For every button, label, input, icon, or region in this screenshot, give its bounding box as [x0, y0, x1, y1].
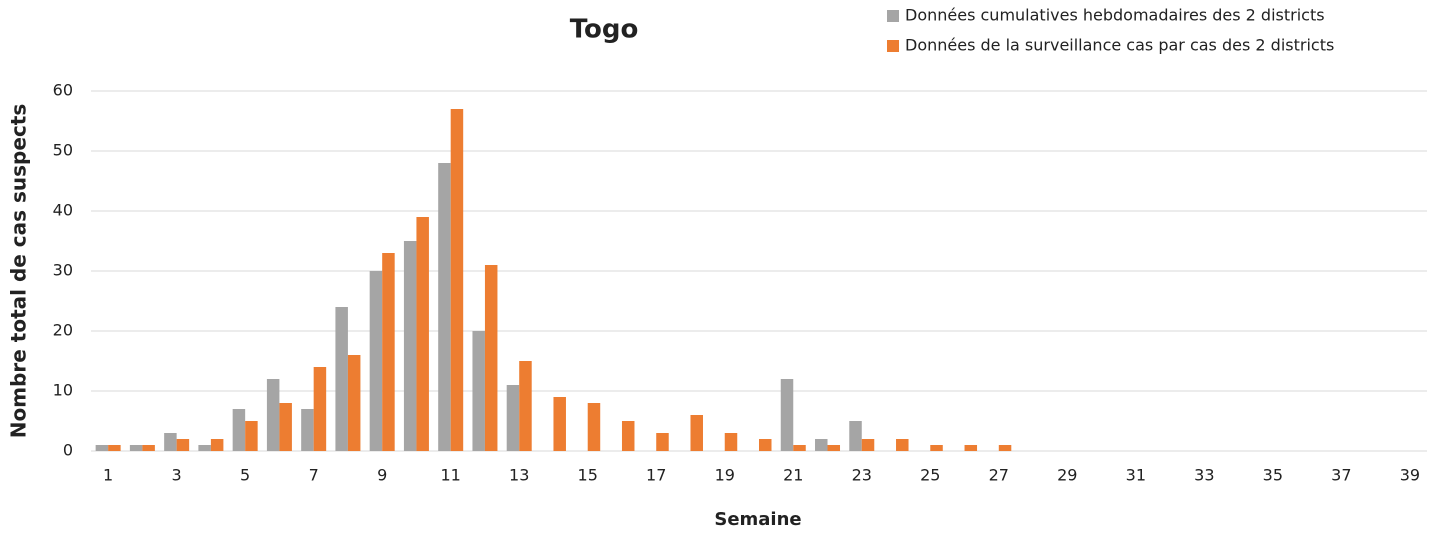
x-tick-label: 19 — [715, 466, 735, 485]
y-tick-label: 10 — [53, 381, 73, 400]
bar — [815, 439, 828, 451]
x-tick-label: 39 — [1400, 466, 1420, 485]
x-tick-label: 33 — [1194, 466, 1214, 485]
bar — [232, 409, 246, 451]
bar — [587, 403, 601, 451]
bar — [382, 253, 395, 451]
bar — [438, 163, 451, 451]
bar — [690, 415, 703, 451]
bar — [95, 445, 109, 451]
x-tick-label: 11 — [441, 466, 461, 485]
bar — [519, 361, 532, 451]
x-tick-label: 15 — [578, 466, 598, 485]
bar — [301, 409, 314, 451]
y-tick-label: 50 — [53, 141, 73, 160]
bar — [335, 307, 348, 451]
x-tick-label: 31 — [1126, 466, 1146, 485]
bar — [108, 445, 121, 451]
bar — [266, 379, 280, 451]
y-tick-label: 60 — [53, 81, 73, 100]
bar — [245, 421, 258, 451]
bar — [142, 445, 155, 451]
x-axis-label: Semaine — [714, 509, 801, 530]
x-tick-label: 7 — [309, 466, 319, 485]
y-tick-label: 30 — [53, 261, 73, 280]
bar — [313, 367, 327, 451]
x-tick-label: 27 — [989, 466, 1009, 485]
bar — [198, 445, 211, 451]
bar — [176, 439, 190, 451]
bar — [129, 445, 143, 451]
bar — [849, 421, 862, 451]
bar — [279, 403, 292, 451]
bar — [827, 445, 841, 451]
bar — [964, 445, 978, 451]
bar — [759, 439, 772, 451]
bar — [896, 439, 909, 451]
y-axis-label: Nombre total de cas suspects — [7, 104, 31, 439]
legend-label: Données cumulatives hebdomadaires des 2 … — [905, 6, 1325, 25]
bar — [793, 445, 806, 451]
bar — [780, 379, 794, 451]
bar — [484, 265, 498, 451]
bar — [369, 271, 383, 451]
x-tick-label: 21 — [783, 466, 803, 485]
legend-swatch — [887, 40, 899, 52]
bar — [621, 421, 635, 451]
bar — [656, 433, 669, 451]
y-tick-label: 40 — [53, 201, 73, 220]
bar — [164, 433, 177, 451]
bar — [403, 241, 417, 451]
bar — [506, 385, 520, 451]
legend-swatch — [887, 10, 899, 22]
x-tick-label: 23 — [852, 466, 872, 485]
x-tick-label: 3 — [172, 466, 182, 485]
x-tick-label: 1 — [103, 466, 113, 485]
x-tick-label: 37 — [1331, 466, 1351, 485]
bar — [472, 331, 485, 451]
bar — [930, 445, 943, 451]
bar — [347, 355, 361, 451]
bar — [998, 445, 1012, 451]
bar — [210, 439, 224, 451]
bar — [553, 397, 566, 451]
x-tick-label: 5 — [240, 466, 250, 485]
x-tick-label: 29 — [1057, 466, 1077, 485]
x-tick-label: 17 — [646, 466, 666, 485]
y-tick-label: 20 — [53, 321, 73, 340]
bar — [861, 439, 875, 451]
x-tick-label: 13 — [509, 466, 529, 485]
bar — [416, 217, 429, 451]
bar — [724, 433, 738, 451]
y-tick-label: 0 — [63, 441, 73, 460]
x-tick-label: 25 — [920, 466, 940, 485]
legend-label: Données de la surveillance cas par cas d… — [905, 36, 1334, 55]
chart-title: Togo — [570, 15, 639, 45]
x-tick-label: 9 — [377, 466, 387, 485]
bar — [450, 109, 464, 451]
x-tick-label: 35 — [1263, 466, 1283, 485]
